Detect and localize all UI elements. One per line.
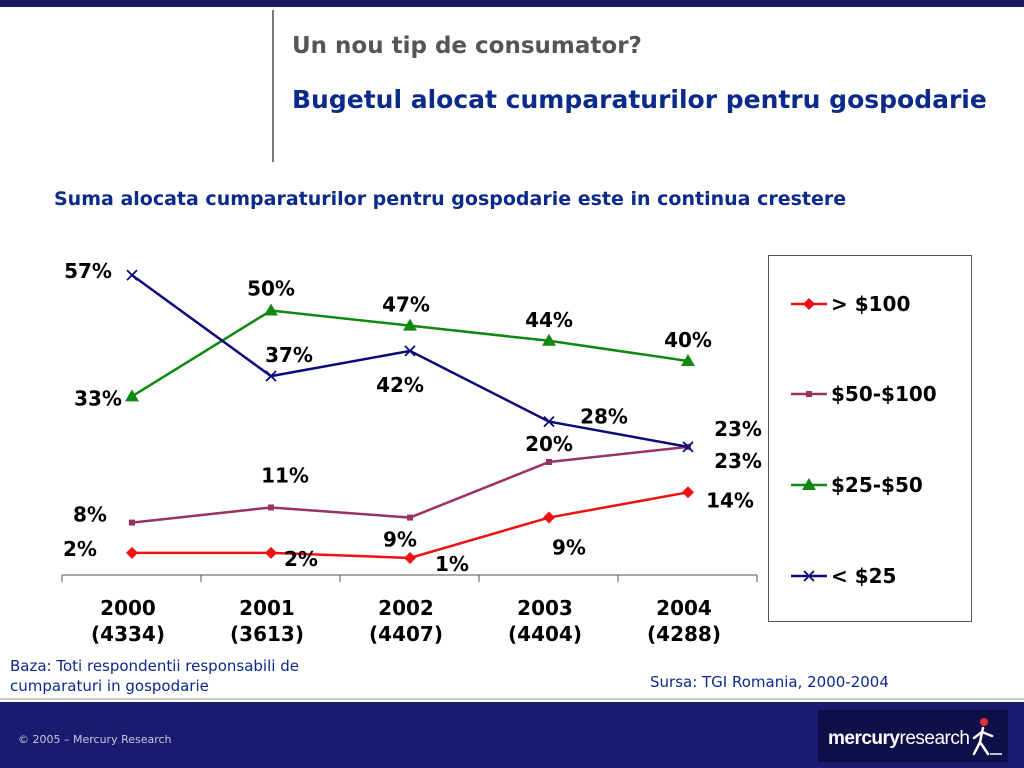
data-label: 2% — [284, 547, 318, 571]
legend-label: > $100 — [831, 292, 911, 316]
legend-item-over-100: > $100 — [789, 289, 910, 319]
legend-swatch-over-100 — [791, 298, 827, 310]
data-point — [681, 354, 695, 366]
top-accent-bar — [0, 0, 1024, 7]
data-label: 57% — [64, 259, 112, 283]
data-point — [404, 345, 416, 357]
legend-swatch-under-25 — [791, 570, 827, 582]
legend-swatch-marker — [806, 391, 812, 397]
line-chart: 2000(4334) 2001(3613) 2002(4407) 2003(4404)… — [61, 259, 762, 646]
legend-swatch-marker — [803, 298, 815, 310]
data-point — [264, 303, 278, 316]
legend-swatch-50-100 — [791, 391, 827, 397]
x-tick-label-year: 2002 — [378, 596, 434, 620]
data-point — [542, 333, 556, 346]
data-label: 37% — [265, 343, 313, 367]
data-point — [125, 389, 139, 402]
series-1 — [129, 443, 691, 526]
data-label: 11% — [261, 463, 309, 487]
chart-legend: > $100 $50-$100 $25-$50 < $25 — [768, 255, 972, 622]
data-label: 8% — [73, 503, 107, 527]
x-tick-label-year: 2004 — [656, 596, 712, 620]
data-point — [543, 415, 555, 428]
data-point — [126, 269, 138, 281]
legend-swatch-marker — [802, 478, 816, 490]
legend-item-50-100: $50-$100 — [789, 379, 937, 409]
data-label: 23% — [714, 417, 762, 441]
x-tick-label-year: 2001 — [239, 596, 295, 620]
data-point — [407, 514, 413, 521]
data-point — [404, 551, 416, 564]
footer-divider — [0, 698, 1024, 700]
data-point — [403, 318, 417, 331]
data-label: 33% — [74, 386, 122, 410]
x-tick-label-base: (4404) — [508, 622, 582, 646]
data-label: 1% — [435, 552, 469, 576]
x-tick-label-base: (4288) — [647, 622, 721, 646]
base-note: Baza: Toti respondentii responsabili de … — [10, 657, 299, 695]
brand-bold: mercury — [828, 728, 900, 749]
data-point — [543, 511, 555, 524]
legend-swatch-marker — [803, 570, 815, 582]
data-label: 50% — [247, 277, 295, 301]
x-tick-label-year: 2000 — [100, 596, 156, 620]
slide-subtitle: Bugetul alocat cumparaturilor pentru gos… — [292, 85, 987, 114]
data-label: 28% — [580, 405, 628, 429]
x-tick-label-base: (3613) — [230, 622, 304, 646]
data-label: 9% — [552, 536, 586, 560]
legend-label: $50-$100 — [831, 382, 937, 406]
data-label: 42% — [376, 373, 424, 397]
data-point — [546, 459, 552, 465]
data-point — [126, 546, 138, 559]
legend-swatch-25-50 — [791, 478, 827, 490]
legend-label: $25-$50 — [831, 473, 923, 497]
title-divider — [272, 10, 274, 162]
data-label: 44% — [525, 308, 573, 332]
data-point — [682, 486, 694, 499]
runner-icon — [972, 718, 1002, 756]
x-tick-label-base: (4407) — [369, 622, 443, 646]
brand-logo: mercuryresearch — [818, 710, 1008, 762]
footer-bar: © 2005 – Mercury Research mercuryresearc… — [0, 702, 1024, 768]
legend-item-25-50: $25-$50 — [789, 470, 923, 500]
series-0 — [126, 486, 694, 564]
data-label: 23% — [714, 449, 762, 473]
chart-heading: Suma alocata cumparaturilor pentru gospo… — [54, 188, 847, 210]
data-point — [265, 546, 277, 559]
data-label: 9% — [383, 528, 417, 552]
data-label: 20% — [525, 432, 573, 456]
data-label: 40% — [664, 328, 712, 352]
data-label: 47% — [382, 293, 430, 317]
series-3 — [126, 269, 694, 453]
legend-item-under-25: < $25 — [789, 561, 896, 591]
series-line — [131, 445, 689, 524]
source-note: Sursa: TGI Romania, 2000-2004 — [650, 673, 889, 691]
x-tick-label-base: (4334) — [91, 622, 165, 646]
data-point — [682, 441, 694, 453]
brand-regular: research — [899, 728, 970, 749]
legend-label: < $25 — [831, 564, 897, 588]
data-point — [268, 504, 274, 511]
data-label: 14% — [706, 488, 754, 512]
x-tick-label-year: 2003 — [517, 596, 573, 620]
series-2 — [125, 303, 695, 402]
brand-wordmark: mercuryresearch — [828, 728, 970, 750]
copyright-text: © 2005 – Mercury Research — [18, 733, 172, 746]
slide-title: Un nou tip de consumator? — [292, 33, 642, 59]
data-label: 2% — [63, 537, 97, 561]
data-point — [265, 370, 277, 382]
data-point — [129, 519, 135, 526]
